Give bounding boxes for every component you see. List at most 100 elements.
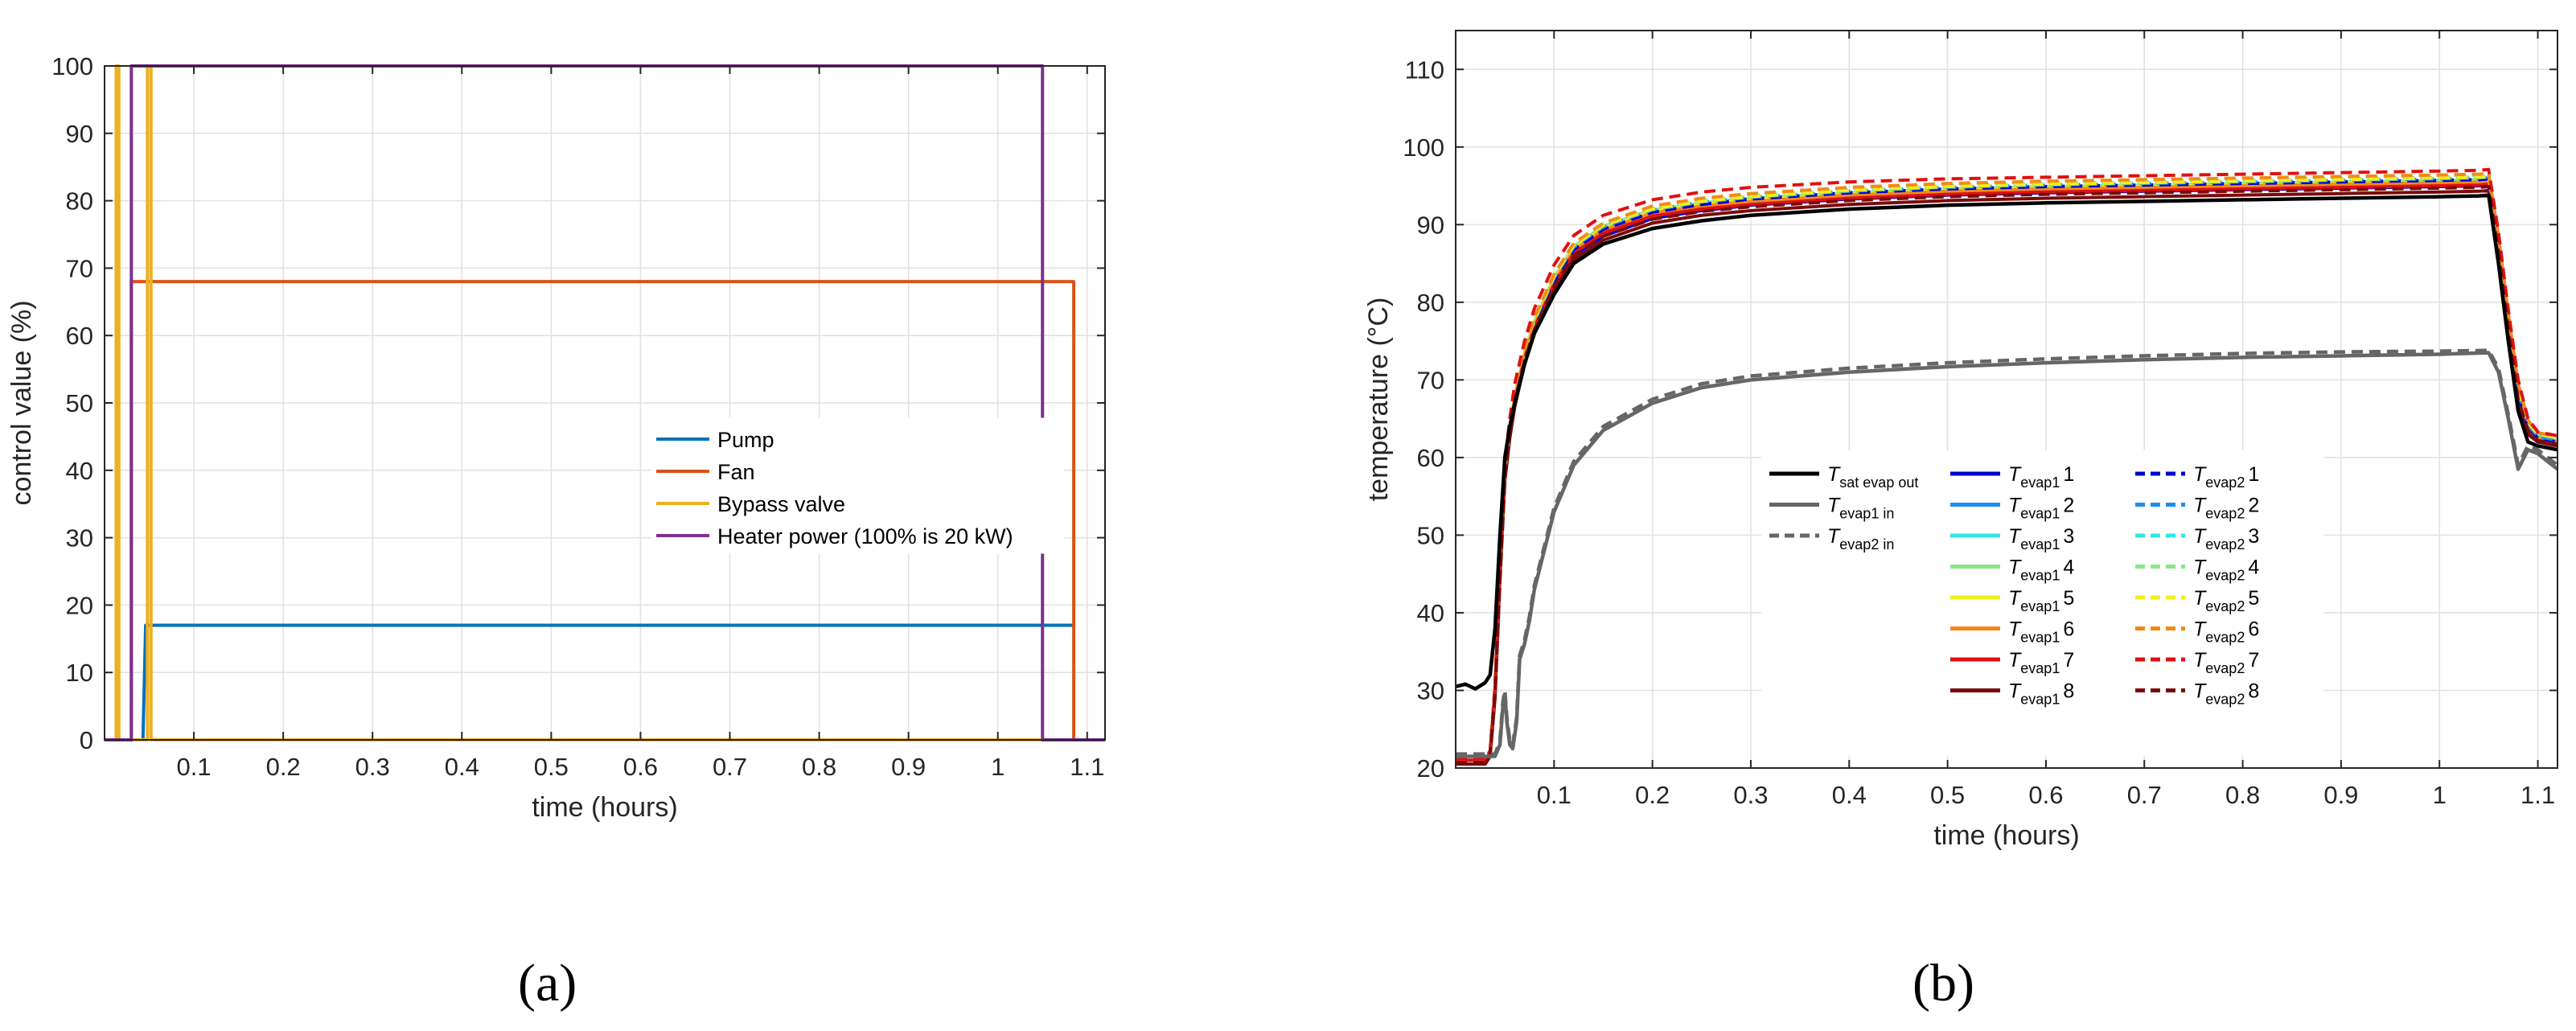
b-legend-label-main-3-3: T — [2193, 525, 2207, 548]
b-legend-label-3-4: Tevap2 4 — [2193, 557, 2259, 584]
b-legend-label-num-2-1: 1 — [2063, 463, 2074, 486]
a-xtick-label: 0.7 — [713, 753, 747, 781]
b-legend-label-sub-2-5: evap1 — [2020, 598, 2060, 614]
a-xtick-label: 0.2 — [266, 753, 301, 781]
b-legend-box — [1761, 450, 2324, 756]
b-legend-label-main-1-3: T — [1827, 525, 1841, 548]
b-legend-label-sub-2-8: evap1 — [2020, 692, 2060, 708]
chart-b: 0.1 0.2 0.3 0.4 0.5 0.6 0.7 0.8 0.9 1 1.1 20 30 40 50 6… — [1363, 30, 2558, 851]
b-xtick-label: 1.1 — [2521, 781, 2555, 809]
b-legend-label-sub-3-4: evap2 — [2205, 568, 2245, 584]
panel-label-b-text: (b) — [1912, 954, 1974, 1013]
b-legend-label-main-2-7: T — [2008, 649, 2022, 672]
a-ytick-label: 10 — [66, 659, 93, 687]
b-ytick-label: 60 — [1417, 444, 1444, 472]
panel-label-a: (a) — [518, 953, 577, 1014]
b-legend-label-main-2-6: T — [2008, 618, 2022, 641]
b-xtick-label: 0.4 — [1832, 781, 1867, 809]
a-xtick-label: 0.8 — [802, 753, 836, 781]
b-series-line-1 — [1456, 193, 2558, 691]
a-ytick-label: 20 — [66, 591, 93, 619]
b-ytick-label: 80 — [1417, 289, 1444, 317]
b-legend-label-num-2-4: 4 — [2063, 557, 2074, 579]
b-series-line-3 — [1456, 348, 2558, 756]
b-legend-label-1-2: Tevap1 in — [1827, 495, 1894, 522]
b-series-group — [1456, 167, 2558, 766]
b-legend-label-sub-1-3: evap2 in — [1839, 536, 1894, 552]
b-legend-label-main-2-4: T — [2008, 557, 2022, 579]
b-legend-label-3-3: Tevap2 3 — [2193, 525, 2259, 552]
b-legend-label-num-3-3: 3 — [2248, 525, 2259, 548]
b-legend-label-main-3-5: T — [2193, 587, 2207, 610]
b-legend-label-num-2-7: 7 — [2063, 649, 2074, 672]
b-legend-label-sub-2-4: evap1 — [2020, 568, 2060, 584]
b-legend-label-num-3-1: 1 — [2248, 463, 2259, 486]
a-ytick-label: 0 — [80, 726, 93, 754]
b-legend-label-2-4: Tevap1 4 — [2008, 557, 2074, 584]
b-legend-label-main-3-1: T — [2193, 463, 2207, 486]
b-xtick-label: 0.9 — [2323, 781, 2358, 809]
b-ytick-label: 100 — [1403, 133, 1444, 162]
a-ytick-label: 80 — [66, 187, 93, 216]
b-legend-label-num-3-4: 4 — [2248, 557, 2259, 579]
a-xtick-label: 0.1 — [177, 753, 212, 781]
b-legend-label-2-2: Tevap1 2 — [2008, 495, 2074, 522]
b-legend-label-num-3-2: 2 — [2248, 495, 2259, 517]
b-ytick-label: 20 — [1417, 754, 1444, 782]
b-legend-label-main-1-2: T — [1827, 495, 1841, 517]
a-xtick-label: 1 — [991, 753, 1005, 781]
b-legend-label-main-2-8: T — [2008, 680, 2022, 703]
a-y-axis-label: control value (%) — [6, 300, 37, 505]
panel-label-a-text: (a) — [518, 954, 577, 1013]
a-legend-label-3: Bypass valve — [717, 492, 845, 516]
b-xtick-label: 0.8 — [2225, 781, 2260, 809]
b-legend-label-num-2-3: 3 — [2063, 525, 2074, 548]
b-legend-label-num-2-6: 6 — [2063, 618, 2074, 641]
b-legend-label-num-2-5: 5 — [2063, 587, 2074, 610]
b-legend-label-main-3-4: T — [2193, 557, 2207, 579]
a-legend-box — [651, 417, 1064, 554]
b-xtick-label: 0.1 — [1537, 781, 1571, 809]
b-ytick-label: 50 — [1417, 521, 1444, 549]
b-y-axis-label: temperature (°C) — [1363, 298, 1394, 502]
b-legend-label-1-1: Tsat evap out — [1827, 463, 1918, 491]
b-legend-label-sub-3-5: evap2 — [2205, 598, 2245, 614]
b-xtick-label: 1 — [2433, 781, 2447, 809]
b-legend-label-main-3-6: T — [2193, 618, 2207, 641]
b-xtick-label: 0.7 — [2127, 781, 2162, 809]
b-legend-label-sub-2-7: evap1 — [2020, 660, 2060, 676]
b-legend-label-sub-3-7: evap2 — [2205, 660, 2245, 676]
b-xtick-label: 0.2 — [1635, 781, 1670, 809]
b-legend-label-main-3-7: T — [2193, 649, 2207, 672]
chart-a: 0.1 0.2 0.3 0.4 0.5 0.6 0.7 0.8 0.9 1 1.1 0 10 20 30 40… — [6, 52, 1106, 823]
b-legend-label-3-2: Tevap2 2 — [2193, 495, 2259, 522]
a-legend-label-4: Heater power (100% is 20 kW) — [717, 524, 1013, 548]
b-legend-label-sub-2-2: evap1 — [2020, 506, 2060, 522]
b-xtick-label: 0.5 — [1930, 781, 1965, 809]
b-legend-label-2-3: Tevap1 3 — [2008, 525, 2074, 552]
b-legend-label-3-5: Tevap2 5 — [2193, 587, 2259, 614]
b-ytick-label: 30 — [1417, 676, 1444, 704]
b-legend-label-main-3-8: T — [2193, 680, 2207, 703]
b-legend-label-main-2-3: T — [2008, 525, 2022, 548]
b-legend-label-1-3: Tevap2 in — [1827, 525, 1894, 552]
b-legend-label-main-2-5: T — [2008, 587, 2022, 610]
b-legend-label-num-2-8: 8 — [2063, 680, 2074, 703]
a-x-axis-label: time (hours) — [532, 792, 677, 823]
b-legend-label-sub-3-8: evap2 — [2205, 692, 2245, 708]
a-xtick-label: 0.5 — [534, 753, 569, 781]
b-legend-label-main-3-2: T — [2193, 495, 2207, 517]
b-x-axis-label: time (hours) — [1933, 820, 2079, 851]
b-legend-label-3-7: Tevap2 7 — [2193, 649, 2259, 676]
b-ytick-label: 110 — [1405, 55, 1444, 84]
b-legend-label-sub-2-6: evap1 — [2020, 630, 2060, 646]
b-legend-label-sub-3-6: evap2 — [2205, 630, 2245, 646]
a-xtick-label: 0.3 — [355, 753, 390, 781]
b-legend-label-main-2-1: T — [2008, 463, 2022, 486]
b-legend-label-sub-2-3: evap1 — [2020, 536, 2060, 552]
b-legend-label-sub-1-1: sat evap out — [1839, 474, 1918, 491]
a-ytick-label: 60 — [66, 322, 93, 350]
b-legend-label-3-8: Tevap2 8 — [2193, 680, 2259, 708]
b-legend-label-num-3-8: 8 — [2248, 680, 2259, 703]
